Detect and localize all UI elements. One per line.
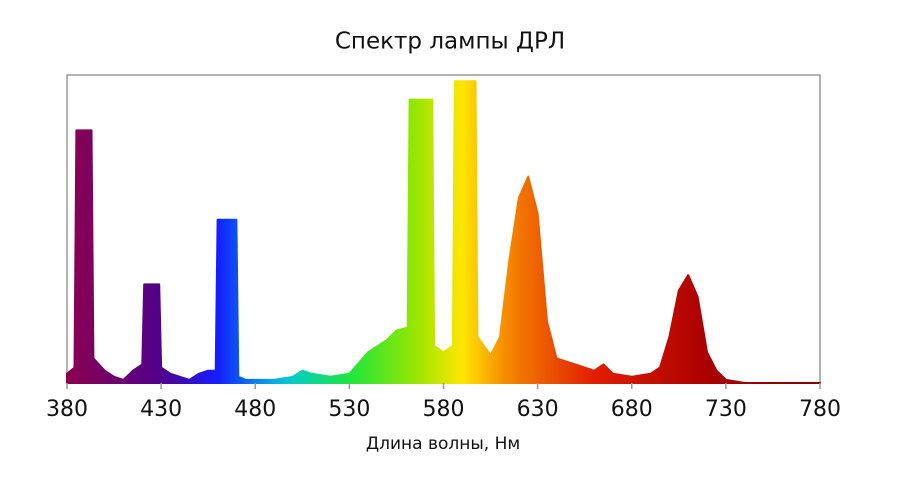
x-tick-label: 580: [423, 397, 465, 422]
x-tick-label: 680: [611, 397, 653, 422]
x-tick-label: 530: [328, 397, 370, 422]
x-tick-label: 630: [517, 397, 559, 422]
x-axis-label: Длина волны, Нм: [366, 434, 520, 454]
x-tick-label: 730: [705, 397, 747, 422]
x-tick-label: 380: [46, 397, 88, 422]
spectrum-area: [66, 80, 821, 384]
x-tick-label: 780: [799, 397, 841, 422]
plot-frame: [66, 74, 821, 384]
x-tick-label: 480: [234, 397, 276, 422]
chart-title: Спектр лампы ДРЛ: [335, 29, 565, 55]
x-tick-label: 430: [140, 397, 182, 422]
